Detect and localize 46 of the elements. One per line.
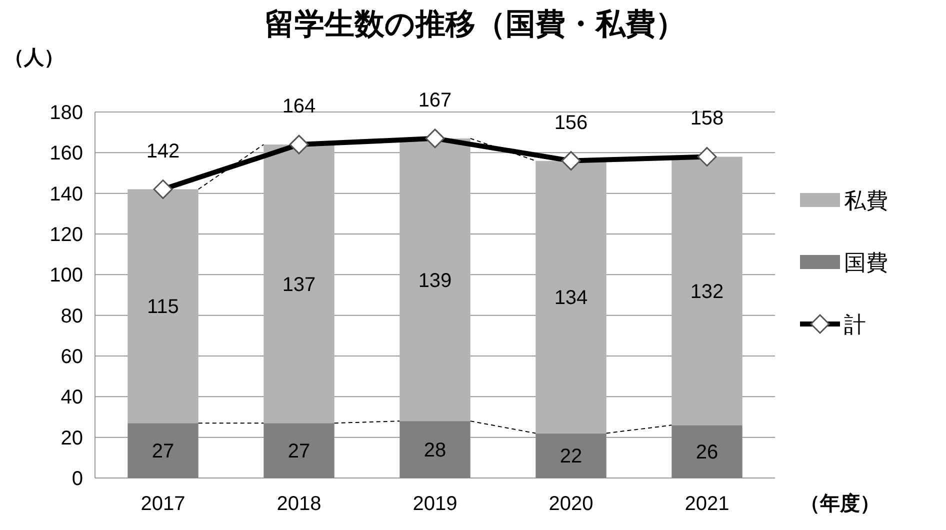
bar bbox=[264, 423, 334, 478]
bar bbox=[128, 423, 198, 478]
y-tick-label: 0 bbox=[72, 468, 83, 490]
legend-label: 私費 bbox=[844, 188, 888, 213]
data-label: 142 bbox=[146, 140, 180, 162]
data-label: 134 bbox=[554, 287, 588, 310]
y-tick-label: 120 bbox=[50, 224, 83, 246]
bar bbox=[264, 144, 334, 424]
x-axis-title: （年度） bbox=[800, 492, 880, 515]
bar bbox=[672, 425, 742, 478]
y-tick-label: 60 bbox=[60, 346, 83, 368]
data-label: 137 bbox=[282, 274, 316, 296]
data-label: 27 bbox=[152, 440, 174, 463]
data-label: 27 bbox=[288, 440, 310, 463]
x-tick-label: 2019 bbox=[412, 493, 458, 515]
y-tick-label: 180 bbox=[50, 102, 83, 124]
data-label: 156 bbox=[554, 112, 588, 134]
bar bbox=[672, 156, 742, 426]
data-label: 22 bbox=[560, 446, 582, 468]
x-tick-label: 2021 bbox=[684, 493, 730, 515]
bar bbox=[400, 138, 470, 422]
legend-label: 国費 bbox=[844, 250, 888, 275]
y-tick-label: 100 bbox=[50, 264, 83, 287]
y-tick-label: 140 bbox=[50, 183, 83, 206]
bar bbox=[536, 160, 606, 434]
y-tick-label: 80 bbox=[60, 305, 83, 328]
data-label: 139 bbox=[418, 270, 452, 292]
data-label: 164 bbox=[282, 96, 316, 118]
y-tick-label: 20 bbox=[60, 427, 83, 450]
legend-label: 計 bbox=[844, 312, 866, 337]
x-tick-label: 2017 bbox=[140, 493, 186, 515]
y-axis-title: （人） bbox=[4, 47, 64, 69]
bar bbox=[536, 433, 606, 478]
data-label: 28 bbox=[424, 440, 446, 462]
chart-title: 留学生数の推移（国費・私費） bbox=[264, 8, 686, 41]
data-label: 158 bbox=[690, 108, 724, 130]
data-label: 132 bbox=[690, 280, 724, 303]
x-tick-label: 2020 bbox=[548, 493, 594, 515]
data-label: 26 bbox=[696, 442, 718, 464]
y-tick-label: 40 bbox=[60, 386, 83, 409]
bar bbox=[400, 421, 470, 478]
data-label: 115 bbox=[147, 296, 179, 318]
bar bbox=[128, 189, 198, 424]
data-label: 167 bbox=[418, 89, 452, 112]
x-tick-label: 2018 bbox=[276, 493, 322, 515]
y-tick-label: 160 bbox=[50, 142, 83, 165]
